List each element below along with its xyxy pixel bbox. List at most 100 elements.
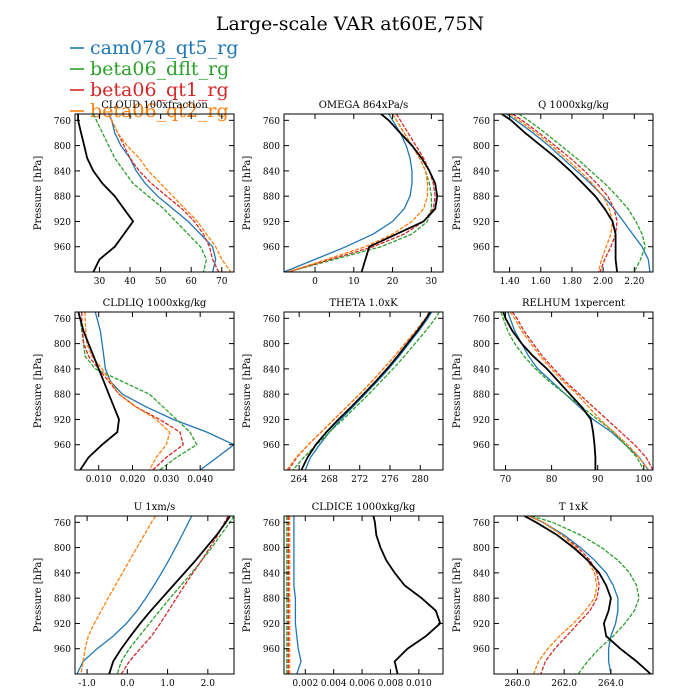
- series-line: [518, 114, 646, 272]
- series-line: [287, 114, 436, 272]
- x-tick-label: 2.20: [624, 277, 644, 287]
- series-line: [501, 114, 618, 272]
- x-tick-label: 0: [312, 277, 318, 287]
- plot-frame: [283, 515, 444, 675]
- series-line: [108, 516, 231, 674]
- series-line: [92, 114, 208, 272]
- x-tick-label: 0.004: [321, 679, 347, 689]
- y-tick-label: 960: [473, 645, 490, 655]
- plot-frame: [493, 515, 654, 675]
- y-tick-label: 760: [54, 315, 71, 325]
- series-line: [76, 516, 193, 674]
- series-line: [293, 516, 302, 674]
- plot-frame: [493, 311, 654, 471]
- x-tick-label: 0.006: [349, 679, 375, 689]
- series-group: [77, 312, 234, 470]
- series-line: [512, 114, 618, 272]
- panel-title: CLDICE 1000xkg/kg: [312, 502, 416, 513]
- y-tick-label: 960: [54, 645, 71, 655]
- series-line: [108, 114, 232, 272]
- series-line: [84, 312, 171, 470]
- x-tick-label: 40: [124, 277, 136, 287]
- y-tick-label: 840: [54, 167, 71, 177]
- x-tick-label: 0.030: [153, 475, 179, 485]
- series-line: [506, 114, 651, 272]
- chart-panel: RELHUM 1xpercent 760 800 840 880 920 960 70 80 90…: [452, 298, 654, 485]
- panel-title: CLOUD 100xfraction: [101, 100, 208, 111]
- chart-panel: CLDICE 1000xkg/kg 760 800 840 880 920 960 0.002…: [242, 502, 444, 689]
- panel-title: U 1xm/s: [134, 502, 176, 513]
- series-line: [94, 312, 234, 470]
- series-line: [523, 516, 652, 674]
- y-tick-label: 880: [473, 391, 490, 401]
- chart-panel: CLOUD 100xfraction 760 800 840 880 920 960 30 40…: [33, 100, 235, 287]
- series-line: [502, 312, 597, 470]
- y-tick-label: 920: [54, 416, 71, 426]
- x-tick-label: 1.0: [160, 679, 175, 689]
- series-line: [287, 312, 430, 470]
- series-line: [80, 516, 157, 674]
- y-tick-label: 880: [263, 193, 280, 203]
- panel-title: T 1xK: [559, 502, 589, 513]
- x-tick-label: 20: [387, 277, 399, 287]
- x-tick-label: 50: [155, 277, 167, 287]
- series-group: [286, 312, 440, 470]
- x-tick-label: 280: [412, 475, 429, 485]
- x-tick-label: 1.40: [500, 277, 520, 287]
- series-group: [500, 312, 653, 470]
- plot-frame: [74, 311, 235, 471]
- y-tick-label: 800: [473, 340, 490, 350]
- y-axis-label: Pressure [hPa]: [33, 354, 44, 429]
- series-group: [76, 516, 234, 674]
- series-line: [77, 114, 135, 272]
- x-tick-label: 1.60: [531, 277, 551, 287]
- plot-frame: [493, 113, 654, 273]
- x-tick-label: 100: [635, 475, 652, 485]
- y-tick-label: 760: [473, 117, 490, 127]
- legend-label: cam078_qt5_rg: [90, 37, 238, 59]
- y-tick-label: 880: [263, 391, 280, 401]
- x-tick-label: 272: [351, 475, 368, 485]
- chart-panel: Q 1000xkg/kg 760 800 840 880 920 960 1.40 1.60 1.…: [452, 100, 654, 287]
- series-line: [287, 114, 429, 272]
- chart-panel: CLDLIQ 1000xkg/kg 760 800 840 880 920 960 0.010…: [33, 298, 235, 485]
- x-tick-label: 2.0: [201, 679, 216, 689]
- y-tick-label: 840: [54, 569, 71, 579]
- y-axis-label: Pressure [hPa]: [33, 156, 44, 231]
- y-tick-label: 800: [54, 544, 71, 554]
- y-axis-label: Pressure [hPa]: [242, 558, 253, 633]
- x-tick-label: 10: [348, 277, 360, 287]
- plot-frame: [283, 113, 444, 273]
- legend-label: beta06_qt2_rg: [90, 100, 229, 122]
- x-tick-label: 70: [216, 277, 228, 287]
- y-tick-label: 920: [263, 620, 280, 630]
- legend: cam078_qt5_rgbeta06_dflt_rgbeta06_qt1_rg…: [70, 37, 238, 122]
- series-line: [300, 312, 431, 470]
- y-tick-label: 880: [473, 193, 490, 203]
- x-tick-label: -1.0: [78, 679, 96, 689]
- panel-title: THETA 1.0xK: [329, 298, 398, 309]
- y-tick-label: 760: [263, 117, 280, 127]
- series-line: [286, 312, 430, 470]
- y-tick-label: 880: [263, 595, 280, 605]
- series-line: [528, 516, 619, 674]
- legend-label: beta06_dflt_rg: [90, 58, 229, 80]
- series-group: [77, 114, 232, 272]
- series-line: [528, 516, 598, 674]
- y-tick-label: 920: [263, 218, 280, 228]
- chart-panel: OMEGA 864xPa/s 760 800 840 880 920 960 0 10 20 30 P…: [242, 100, 444, 287]
- y-tick-label: 880: [54, 595, 71, 605]
- y-tick-label: 760: [473, 519, 490, 529]
- x-tick-label: 0.010: [86, 475, 112, 485]
- y-tick-label: 800: [263, 142, 280, 152]
- y-tick-label: 920: [473, 218, 490, 228]
- x-tick-label: 70: [500, 475, 512, 485]
- y-tick-label: 920: [54, 218, 71, 228]
- x-tick-label: 260.0: [504, 679, 530, 689]
- y-axis-label: Pressure [hPa]: [452, 354, 463, 429]
- figure-title: Large-scale VAR at60E,75N: [216, 13, 484, 35]
- y-tick-label: 800: [54, 142, 71, 152]
- series-group: [501, 114, 651, 272]
